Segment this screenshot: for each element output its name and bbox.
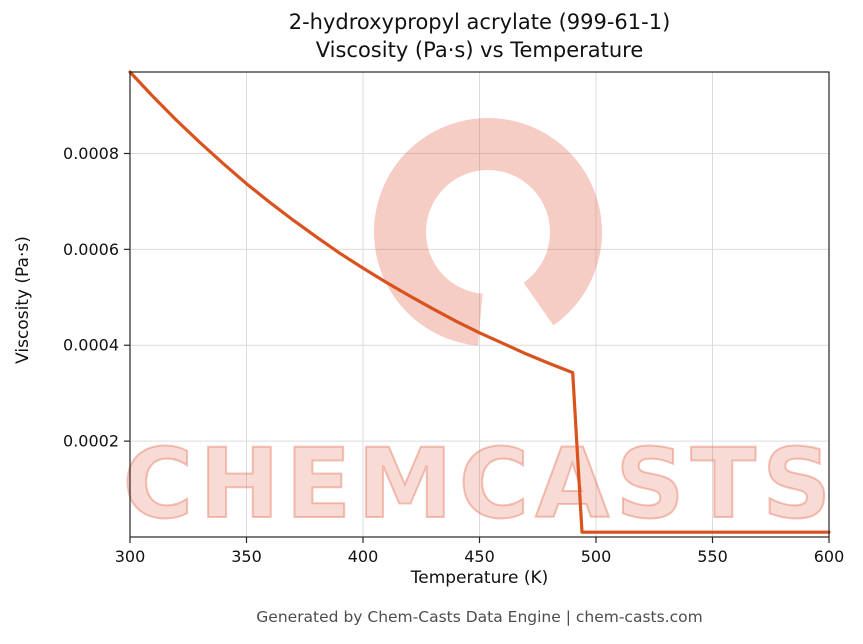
x-tick-label: 450: [464, 547, 495, 566]
y-tick-label: 0.0004: [63, 336, 119, 355]
x-tick-label: 550: [697, 547, 728, 566]
y-tick-label: 0.0008: [63, 144, 119, 163]
footer-attribution: Generated by Chem-Casts Data Engine | ch…: [256, 608, 703, 626]
chemcasts-watermark-text: CHEMCASTS: [123, 428, 837, 540]
x-axis-label: Temperature (K): [410, 568, 549, 588]
x-tick-label: 500: [581, 547, 612, 566]
viscosity-line-series: [128, 70, 831, 534]
tick-marks: [124, 152, 830, 543]
chart-title-line-1: 2-hydroxypropyl acrylate (999-61-1): [288, 10, 671, 34]
x-tick-label: 600: [814, 547, 845, 566]
y-axis-label: Viscosity (Pa·s): [13, 236, 33, 364]
y-tick-label: 0.0006: [63, 240, 119, 259]
gridlines: [129, 72, 830, 537]
x-tick-label: 300: [115, 547, 146, 566]
chemcasts-logo-swoosh-icon: [374, 118, 602, 346]
tick-labels: 300 350 400 450 500 550 600 0.0002 0.0004 0.0006 0…: [63, 144, 844, 566]
chart-title-line-2: Viscosity (Pa·s) vs Temperature: [315, 38, 644, 62]
x-tick-label: 400: [348, 547, 379, 566]
x-tick-label: 350: [231, 547, 262, 566]
y-tick-label: 0.0002: [63, 432, 119, 451]
chemcasts-watermark: CHEMCASTS: [122, 118, 837, 541]
